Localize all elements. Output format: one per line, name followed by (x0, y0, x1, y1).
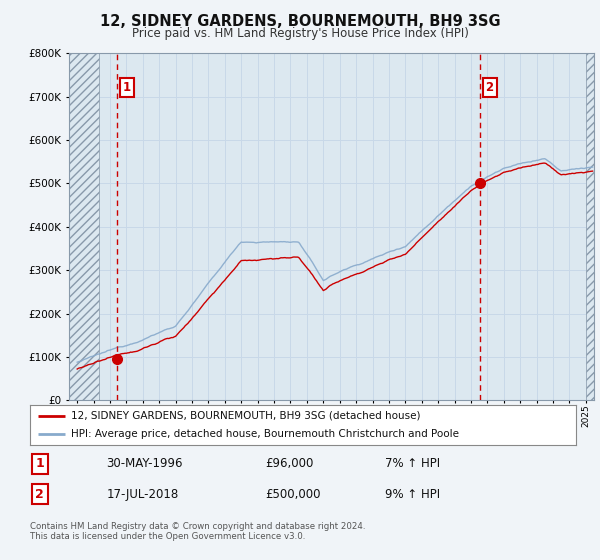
Bar (586, 53, 594, 400)
Text: £96,000: £96,000 (265, 457, 313, 470)
Text: Contains HM Land Registry data © Crown copyright and database right 2024.
This d: Contains HM Land Registry data © Crown c… (30, 522, 365, 542)
Text: 17-JUL-2018: 17-JUL-2018 (106, 488, 179, 501)
Text: Price paid vs. HM Land Registry's House Price Index (HPI): Price paid vs. HM Land Registry's House … (131, 27, 469, 40)
Text: 2: 2 (485, 81, 494, 95)
Text: 12, SIDNEY GARDENS, BOURNEMOUTH, BH9 3SG (detached house): 12, SIDNEY GARDENS, BOURNEMOUTH, BH9 3SG… (71, 411, 421, 421)
Text: 30-MAY-1996: 30-MAY-1996 (106, 457, 183, 470)
Text: 7% ↑ HPI: 7% ↑ HPI (385, 457, 440, 470)
Text: 1: 1 (122, 81, 131, 95)
Text: 1: 1 (35, 457, 44, 470)
Text: 9% ↑ HPI: 9% ↑ HPI (385, 488, 440, 501)
Bar (69, 53, 98, 400)
Text: £500,000: £500,000 (265, 488, 320, 501)
Text: 2: 2 (35, 488, 44, 501)
Text: HPI: Average price, detached house, Bournemouth Christchurch and Poole: HPI: Average price, detached house, Bour… (71, 430, 459, 439)
Text: 12, SIDNEY GARDENS, BOURNEMOUTH, BH9 3SG: 12, SIDNEY GARDENS, BOURNEMOUTH, BH9 3SG (100, 14, 500, 29)
